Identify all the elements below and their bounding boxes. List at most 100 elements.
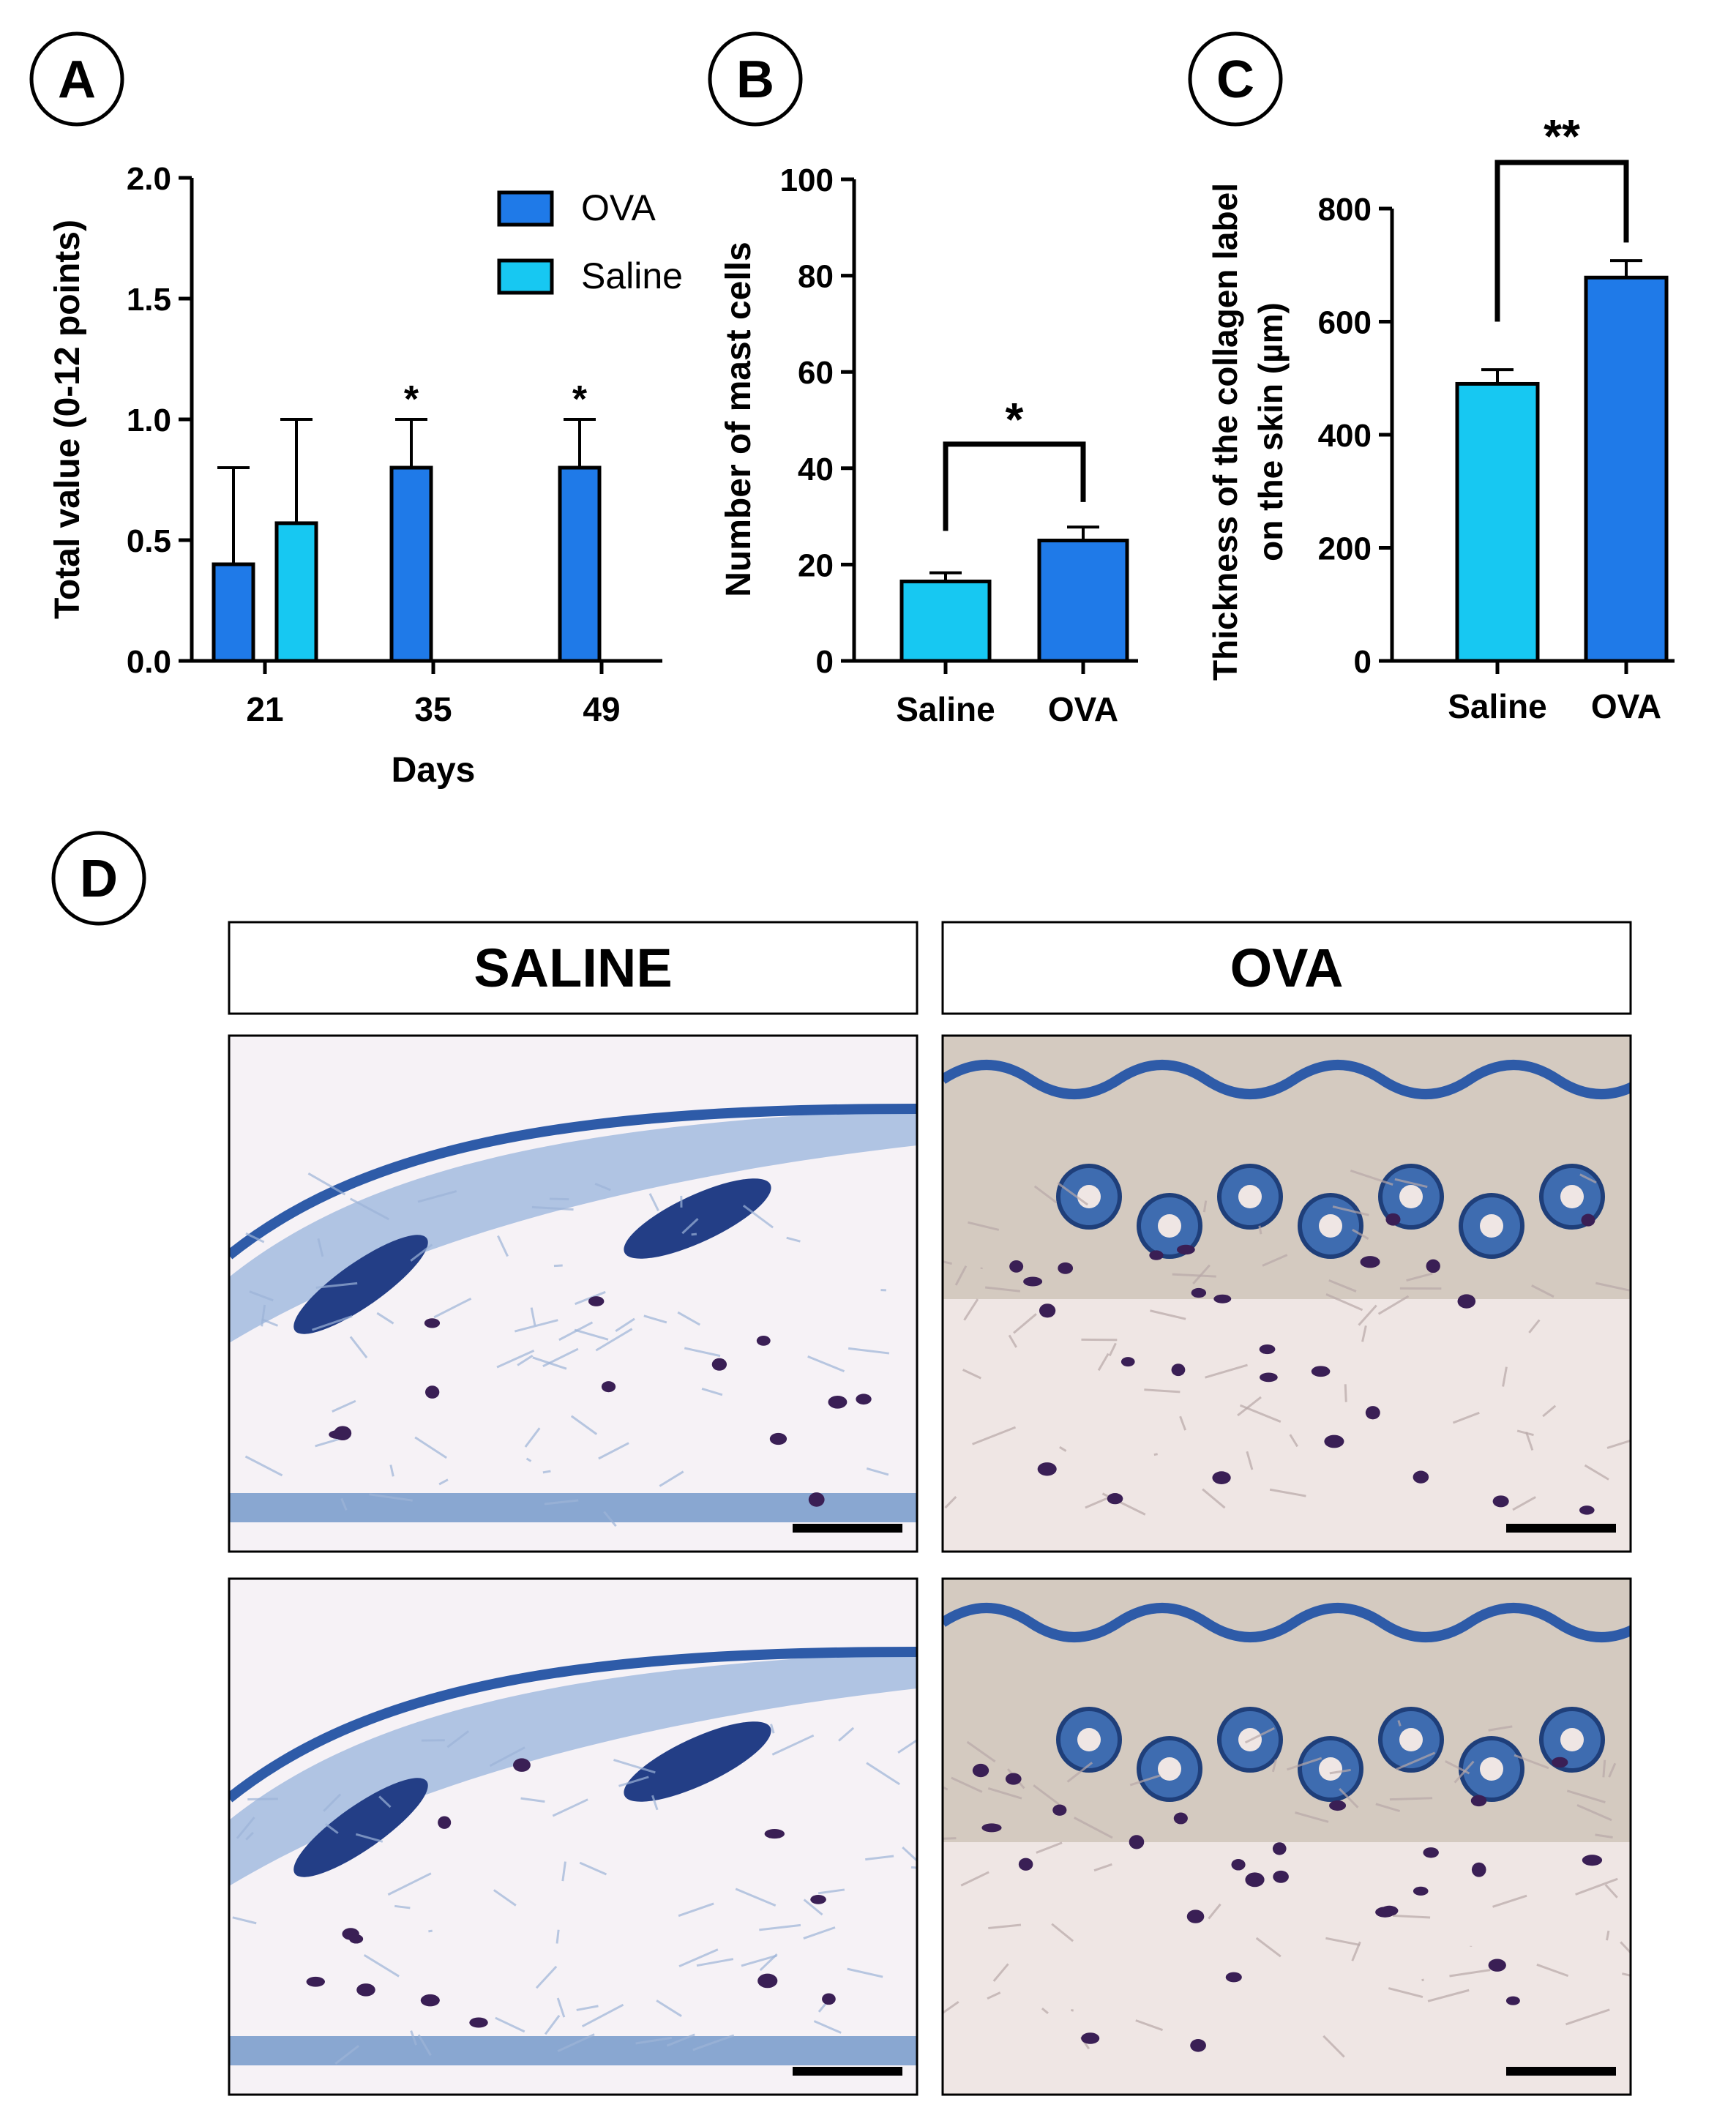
collagen-fibre (524, 1427, 541, 1448)
collagen-fibre (1406, 1272, 1433, 1282)
mast-cell (1186, 1909, 1205, 1923)
collagen-fibre (433, 1297, 472, 1319)
collagen-fibre (943, 1837, 957, 1840)
follicle-lumen (1399, 1185, 1423, 1208)
collagen-fibre (1516, 1429, 1534, 1437)
collagen-fibre (446, 1730, 470, 1748)
collagen-fibre (1525, 1432, 1534, 1451)
micrograph-frame (228, 1577, 918, 2096)
collagen-fibre (1036, 1841, 1063, 1854)
panel-label-a: A (29, 31, 124, 127)
micrograph-ova-bottom (941, 1577, 1632, 2096)
collagen-fibre (813, 2020, 842, 2034)
significance-bracket (943, 441, 1086, 531)
mast-cell (1423, 1847, 1439, 1858)
mast-cell (1413, 1470, 1429, 1484)
collagen-fibre (561, 1861, 566, 1882)
collagen-fibre (866, 1762, 900, 1786)
collagen-fibre (987, 1787, 1022, 1800)
collagen-fibre (1388, 1987, 1423, 1998)
y-tick-label: 60 (798, 355, 834, 391)
mast-cell (1009, 1260, 1024, 1273)
mast-cell (1005, 1773, 1022, 1785)
collagen-fibre (1059, 1445, 1067, 1452)
collagen-fibre (968, 1221, 1000, 1231)
follicle-lumen (1238, 1185, 1262, 1208)
collagen-fibre (1602, 1759, 1606, 1778)
collagen-fibre (1576, 1804, 1612, 1822)
collagen-fibre (902, 1846, 917, 1863)
svg-text:B: B (736, 50, 774, 109)
hair-follicle (624, 1721, 771, 1802)
mast-cell (808, 1492, 825, 1507)
mast-cell (1471, 1862, 1486, 1877)
collagen-fibre (570, 1415, 598, 1435)
collagen-fibre (1202, 1200, 1208, 1213)
mast-cell (856, 1394, 872, 1405)
collagen-fibre (613, 1759, 656, 1774)
collagen-fibre (1237, 1396, 1262, 1417)
muscle-layer (229, 1493, 917, 1522)
mast-cell (1190, 2039, 1206, 2052)
collagen-fibre (643, 1314, 667, 1324)
bar (389, 465, 433, 663)
collagen-fibre (1093, 1863, 1112, 1872)
collagen-fibre (1606, 1439, 1631, 1449)
collagen-fibre (1606, 1930, 1610, 1941)
collagen-fibre (803, 1899, 823, 1916)
y-axis-label: Total value (0-12 points) (48, 220, 87, 619)
collagen-fibre (1258, 1225, 1262, 1235)
collagen-fibre (1192, 1264, 1211, 1284)
y-tick-label: 1.5 (127, 282, 171, 318)
collagen-fibre (1135, 2019, 1164, 2032)
collagen-fibre (556, 1997, 566, 2018)
header-saline: SALINE (228, 921, 918, 1015)
collagen-fibre (1449, 1969, 1491, 1978)
mast-cell (356, 1983, 375, 1997)
collagen-fibre (651, 1795, 659, 1811)
collagen-fibre (1595, 1833, 1613, 1838)
mast-cell (513, 1758, 531, 1772)
collagen-fibre (1575, 1877, 1618, 1896)
mast-cell (1245, 1872, 1265, 1888)
collagen-fibre (261, 1304, 266, 1327)
collagen-fibre (236, 1817, 255, 1839)
collagen-fibre (332, 1399, 356, 1413)
collagen-fibre (1205, 1364, 1248, 1379)
collagen-fibre (1339, 1788, 1359, 1808)
mast-cell (1191, 1287, 1207, 1298)
collagen-fibre (1150, 1309, 1186, 1320)
collagen-fibre (897, 1738, 917, 1754)
mast-cell (1380, 1905, 1399, 1916)
collagen-fibre (1074, 1817, 1113, 1839)
collagen-fibre (1514, 1754, 1549, 1770)
mast-cell (1212, 1471, 1231, 1484)
collagen-fibre (1536, 1963, 1569, 1978)
collagen-fibre (349, 1197, 390, 1221)
collagen-fibre (544, 2014, 561, 2035)
mast-cell (828, 1395, 848, 1409)
collagen-fibre (307, 1172, 346, 1196)
collagen-fibre (1269, 1488, 1306, 1497)
collagen-fibre (681, 1218, 699, 1235)
collagen-fibre (245, 1232, 265, 1243)
collagen-fibre (943, 2000, 959, 2015)
svg-text:D: D (80, 850, 118, 908)
y-tick-label: 40 (798, 452, 834, 487)
collagen-fibre (249, 1290, 274, 1302)
hair-follicle (293, 1235, 428, 1334)
collagen-fibre (1172, 1273, 1216, 1278)
collagen-fibre (1085, 1497, 1109, 1509)
collagen-fibre (598, 1442, 629, 1460)
mast-cell (1360, 1256, 1380, 1268)
collagen-fibre (363, 1953, 400, 1978)
collagen-fibre (1271, 1759, 1277, 1773)
collagen-fibre (244, 1455, 283, 1477)
mast-cell (1505, 1996, 1520, 2005)
epidermis-line (229, 1104, 917, 1260)
collagen-fibre (245, 1831, 254, 1841)
collagen-fibre (847, 1967, 883, 1978)
mast-cell (1579, 1505, 1595, 1515)
follicle-lumen (1560, 1185, 1584, 1208)
collagen-fibre (1565, 2008, 1610, 2026)
